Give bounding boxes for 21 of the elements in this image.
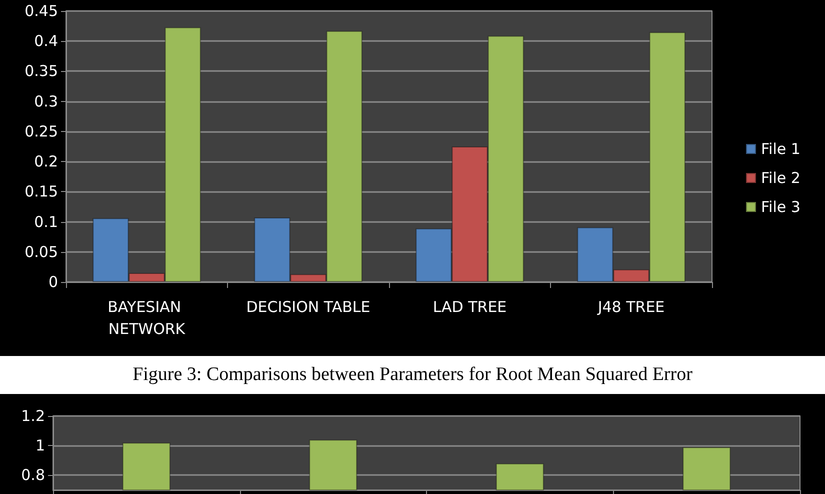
y-tick-label: 0.4 [34,32,58,50]
y-tick-label: 1 [35,436,45,455]
legend-label: File 3 [761,198,800,216]
x-tick-label: DECISION TABLE [246,298,370,316]
y-tick-label: 0.1 [34,212,58,231]
x-tick-label: LAD TREE [432,298,507,316]
x-tick-label: J48 TREE [596,298,665,316]
y-tick-label: 0.3 [34,92,58,110]
y-tick-label: 0 [48,273,58,291]
y-tick-label: 0.45 [24,2,58,20]
y-tick-label: 0.8 [21,466,45,484]
legend-label: File 1 [761,140,800,158]
legend-label: File 2 [761,169,800,187]
caption: Figure 3: Comparisons between Parameters for Root Mean Squared Error [132,363,694,387]
y-tick-label: 0.05 [24,242,58,261]
y-tick-label: 0.2 [34,152,58,171]
y-tick-label: 0.25 [24,122,58,140]
x-tick-label: BAYESIAN NETWORK [108,298,186,338]
y-tick-label: 1.2 [21,407,45,425]
y-tick-label: 0.15 [24,182,58,201]
y-tick-label: 0.35 [24,62,58,80]
